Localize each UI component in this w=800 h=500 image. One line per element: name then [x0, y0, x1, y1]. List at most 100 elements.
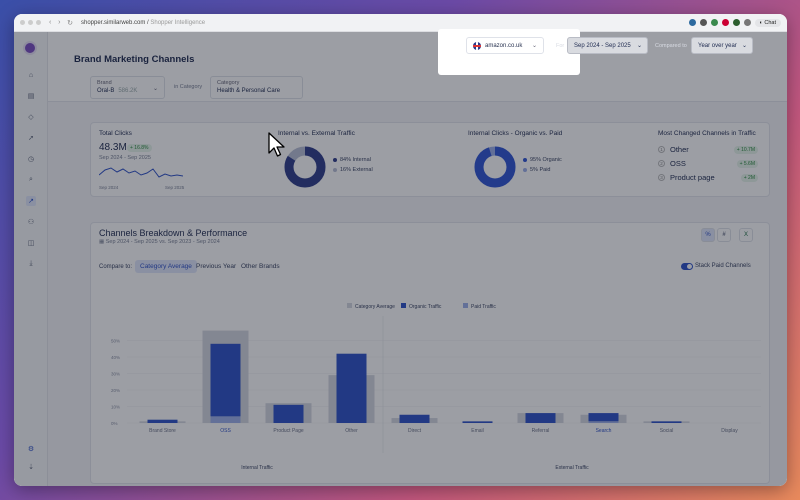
- brand-label: Brand: [97, 80, 112, 86]
- rocket-icon[interactable]: ➚: [28, 135, 34, 142]
- breakdown-title: Channels Breakdown & Performance: [99, 228, 248, 238]
- legend-label: Paid Traffic: [471, 304, 496, 310]
- browser-toolbar: ‹ › ↻ shopper.similarweb.com / Shopper I…: [14, 14, 787, 32]
- organic-traffic-bar: [147, 419, 178, 423]
- donut-organic-slice: [474, 146, 516, 188]
- excel-export-icon[interactable]: X: [739, 228, 753, 242]
- channels-bar-chart: Category Average Organic Traffic Paid Traf…: [111, 303, 761, 471]
- x-tick-label: Email: [471, 428, 484, 434]
- pin-icon[interactable]: ⇣: [28, 464, 34, 471]
- sparkline-x-start: Sep 2024: [99, 185, 119, 190]
- internal-external-donut: [284, 146, 326, 188]
- date-range-selector[interactable]: Sep 2024 - Sep 2025 ⌄: [567, 37, 648, 54]
- legend-swatch: [463, 303, 468, 308]
- sparkline-x-end: Sep 2025: [165, 185, 185, 190]
- avatar[interactable]: [23, 41, 37, 55]
- total-clicks-value: 48.3M: [99, 142, 127, 153]
- total-clicks-change: + 16.8%: [127, 144, 152, 152]
- breakdown-period: Sep 2024 - Sep 2025 vs. Sep 2023 - Sep 2…: [105, 239, 220, 245]
- legend-dot: [333, 158, 337, 162]
- donut-internal-slice: [284, 146, 326, 188]
- page-title: Brand Marketing Channels: [74, 54, 195, 65]
- tab-category-average[interactable]: Category Average: [135, 260, 197, 273]
- list-item[interactable]: 1 Other + 10.7M: [658, 145, 758, 154]
- forward-icon[interactable]: ›: [58, 18, 61, 26]
- minimize-window-dot[interactable]: [28, 20, 33, 25]
- settings-icon[interactable]: ⚙: [27, 446, 35, 453]
- percent-toggle-button[interactable]: %: [701, 228, 715, 242]
- tag-icon[interactable]: ◇: [28, 114, 34, 121]
- change-badge: + 2M: [740, 173, 758, 182]
- legend-dot: [523, 158, 527, 162]
- brand-value: Oral-B: [97, 88, 115, 94]
- legend-internal: 84% Internal: [333, 157, 371, 163]
- legend-external: 16% External: [333, 167, 373, 173]
- chevron-down-icon: ⌄: [152, 86, 158, 92]
- in-category-label: in Category: [174, 84, 203, 90]
- url-text: shopper.similarweb.com: [81, 19, 146, 26]
- legend-paid: 5% Paid: [523, 167, 551, 173]
- back-icon[interactable]: ‹: [49, 18, 52, 26]
- extension-icon[interactable]: [710, 19, 718, 26]
- chat-label: Chat: [764, 19, 776, 26]
- organic-traffic-bar: [399, 414, 430, 423]
- date-range-value: Sep 2024 - Sep 2025: [574, 42, 631, 49]
- legend-organic-label: 95% Organic: [530, 157, 562, 163]
- reload-icon[interactable]: ↻: [67, 19, 73, 27]
- organic-paid-donut: [474, 146, 516, 188]
- legend-swatch: [347, 303, 352, 308]
- compare-selector[interactable]: Year over year ⌄: [691, 37, 753, 54]
- extension-icon[interactable]: [732, 19, 740, 26]
- tab-other-brands[interactable]: Other Brands: [241, 263, 280, 270]
- paid-traffic-bar: [210, 416, 241, 423]
- home-icon[interactable]: ⌂: [28, 71, 34, 79]
- legend-dot: [523, 168, 527, 172]
- window-controls: [20, 20, 41, 25]
- rank-badge: 2: [658, 160, 665, 167]
- users-icon[interactable]: ⚇: [27, 219, 35, 226]
- clock-icon[interactable]: ◷: [27, 156, 35, 163]
- maximize-window-dot[interactable]: [36, 20, 41, 25]
- paid-traffic-bar: [588, 421, 619, 423]
- stack-paid-toggle[interactable]: [681, 263, 693, 270]
- y-tick-label: 20%: [111, 388, 120, 393]
- extension-icon[interactable]: [688, 19, 696, 26]
- chat-icon: ◐: [759, 19, 763, 26]
- address-bar[interactable]: shopper.similarweb.com / Shopper Intelli…: [81, 19, 206, 26]
- nav-buttons: ‹ › ↻: [49, 19, 73, 27]
- legend-label: Category Average: [355, 304, 395, 310]
- close-window-dot[interactable]: [20, 20, 25, 25]
- category-filter[interactable]: Category Health & Personal Care: [210, 76, 303, 99]
- list-item[interactable]: 3 Product page + 2M: [658, 173, 758, 182]
- box-icon[interactable]: ◫: [27, 240, 35, 247]
- chevron-down-icon: ⌄: [531, 43, 537, 49]
- tab-previous-year[interactable]: Previous Year: [196, 263, 237, 270]
- app-sidebar: ⌂ ▤ ◇ ➚ ◷ ⌕ ↗ ⚇ ◫ ⤓ ⚙ ⇣: [14, 32, 48, 486]
- calendar-icon: ▦: [99, 239, 105, 245]
- chat-button[interactable]: ◐ Chat: [754, 18, 781, 27]
- channels-icon[interactable]: ↗: [26, 196, 36, 206]
- download-icon[interactable]: ⤓: [29, 260, 33, 267]
- for-label: For: [556, 43, 565, 49]
- group-label: External Traffic: [555, 465, 589, 471]
- organic-paid-title: Internal Clicks - Organic vs. Paid: [468, 130, 563, 137]
- mouse-cursor-icon: [268, 132, 285, 157]
- organic-traffic-bar: [210, 343, 241, 417]
- uk-flag-icon: [473, 41, 481, 50]
- x-tick-label: Search: [596, 428, 612, 434]
- brand-filter[interactable]: Brand Oral-B 586.2K ⌄: [90, 76, 165, 99]
- stack-paid-label: Stack Paid Channels: [695, 263, 751, 269]
- extension-icon[interactable]: [721, 19, 729, 26]
- domain-selector[interactable]: amazon.co.uk ⌄: [466, 37, 544, 54]
- extension-icon[interactable]: [699, 19, 707, 26]
- change-badge: + 5.6M: [736, 159, 758, 168]
- x-tick-label: Display: [721, 428, 738, 434]
- y-tick-label: 30%: [111, 372, 120, 377]
- y-tick-label: 50%: [111, 339, 120, 344]
- list-item[interactable]: 2 OSS + 5.6M: [658, 159, 758, 168]
- chevron-down-icon: ⌄: [636, 43, 642, 49]
- document-icon[interactable]: ▤: [27, 93, 35, 100]
- number-toggle-button[interactable]: #: [717, 228, 731, 242]
- extension-icon[interactable]: [743, 19, 751, 26]
- search-icon[interactable]: ⌕: [29, 176, 33, 183]
